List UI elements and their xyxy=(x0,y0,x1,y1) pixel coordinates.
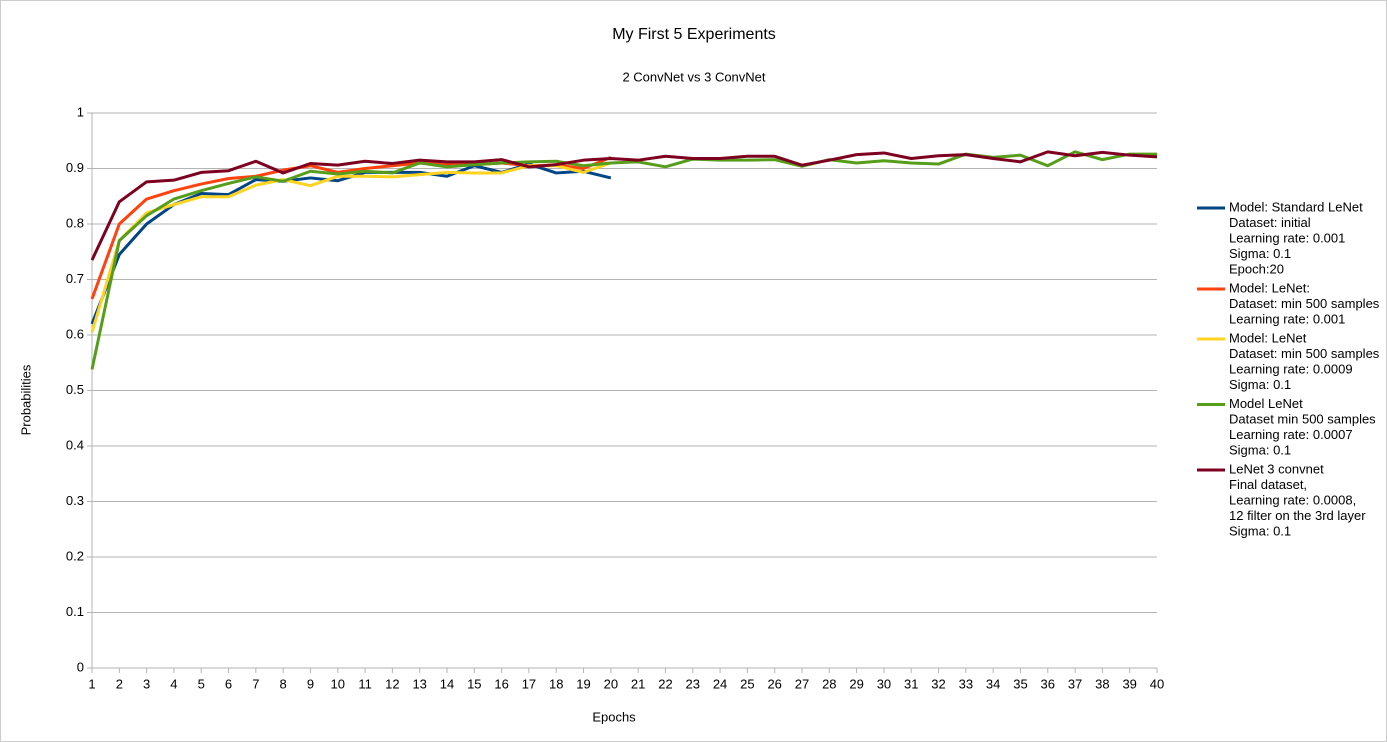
x-axis-label: Epochs xyxy=(592,709,636,724)
x-tick-label: 4 xyxy=(170,676,177,691)
legend-label: Final dataset, xyxy=(1229,477,1307,492)
legend-label: Dataset min 500 samples xyxy=(1229,411,1376,426)
x-tick-label: 12 xyxy=(385,676,399,691)
x-tick-label: 39 xyxy=(1122,676,1136,691)
legend-label: 12 filter on the 3rd layer xyxy=(1229,508,1366,523)
legend-label: Model: LeNet: xyxy=(1229,280,1310,295)
y-axis-label: Probabilities xyxy=(18,364,33,435)
legend-label: Model LeNet xyxy=(1229,396,1303,411)
series-line xyxy=(90,150,1158,261)
y-tick-label: 0.5 xyxy=(66,382,84,397)
legend-label: Sigma: 0.1 xyxy=(1229,246,1291,261)
legend-label: Sigma: 0.1 xyxy=(1229,377,1291,392)
legend-label: Model: LeNet xyxy=(1229,330,1307,345)
x-tick-label: 2 xyxy=(116,676,123,691)
x-tick-label: 31 xyxy=(904,676,918,691)
x-tick-label: 24 xyxy=(713,676,727,691)
x-tick-label: 22 xyxy=(658,676,672,691)
x-tick-label: 1 xyxy=(88,676,95,691)
legend-label: Learning rate: 0.0007 xyxy=(1229,427,1353,442)
x-tick-label: 7 xyxy=(252,676,259,691)
legend-label: Learning rate: 0.001 xyxy=(1229,230,1345,245)
x-tick-label: 14 xyxy=(440,676,454,691)
x-tick-label: 38 xyxy=(1095,676,1109,691)
series-line xyxy=(90,150,1157,370)
x-tick-label: 26 xyxy=(767,676,781,691)
x-tick-label: 23 xyxy=(686,676,700,691)
x-tick-label: 25 xyxy=(740,676,754,691)
series-line xyxy=(90,162,612,325)
legend-label: Model: Standard LeNet xyxy=(1229,199,1363,214)
x-tick-label: 15 xyxy=(467,676,481,691)
legend-label: Dataset: initial xyxy=(1229,215,1311,230)
y-tick-label: 0.1 xyxy=(66,604,84,619)
x-tick-label: 36 xyxy=(1041,676,1055,691)
x-tick-label: 21 xyxy=(631,676,645,691)
legend-label: LeNet 3 convnet xyxy=(1229,461,1324,476)
x-tick-label: 6 xyxy=(225,676,232,691)
x-tick-label: 32 xyxy=(931,676,945,691)
x-tick-label: 16 xyxy=(494,676,508,691)
y-tick-label: 0.2 xyxy=(66,548,84,563)
x-tick-label: 5 xyxy=(198,676,205,691)
legend-label: Learning rate: 0.001 xyxy=(1229,311,1345,326)
x-tick-label: 9 xyxy=(307,676,314,691)
legend-label: Dataset: min 500 samples xyxy=(1229,346,1380,361)
y-tick-label: 0.4 xyxy=(66,437,84,452)
chart-title: My First 5 Experiments xyxy=(612,26,776,43)
x-tick-label: 10 xyxy=(331,676,345,691)
x-tick-label: 27 xyxy=(795,676,809,691)
legend-label: Epoch:20 xyxy=(1229,261,1284,276)
x-tick-label: 17 xyxy=(522,676,536,691)
x-tick-label: 3 xyxy=(143,676,150,691)
y-tick-label: 0.8 xyxy=(66,215,84,230)
series-line xyxy=(90,161,612,333)
x-tick-label: 37 xyxy=(1068,676,1082,691)
x-tick-label: 20 xyxy=(604,676,618,691)
x-tick-label: 28 xyxy=(822,676,836,691)
chart-subtitle: 2 ConvNet vs 3 ConvNet xyxy=(622,69,765,84)
x-tick-label: 13 xyxy=(412,676,426,691)
x-tick-label: 11 xyxy=(358,676,372,691)
y-tick-label: 0.9 xyxy=(66,160,84,175)
legend-label: Learning rate: 0.0008, xyxy=(1229,492,1356,507)
legend-label: Sigma: 0.1 xyxy=(1229,523,1291,538)
x-tick-label: 40 xyxy=(1150,676,1164,691)
y-tick-label: 0.7 xyxy=(66,271,84,286)
x-tick-label: 33 xyxy=(959,676,973,691)
series-line xyxy=(90,156,612,300)
legend-label: Learning rate: 0.0009 xyxy=(1229,361,1353,376)
y-tick-label: 1 xyxy=(77,104,84,119)
y-tick-label: 0.6 xyxy=(66,326,84,341)
x-tick-label: 34 xyxy=(986,676,1000,691)
x-tick-label: 18 xyxy=(549,676,563,691)
x-tick-label: 35 xyxy=(1013,676,1027,691)
x-tick-label: 29 xyxy=(849,676,863,691)
y-tick-label: 0.3 xyxy=(66,493,84,508)
x-tick-label: 8 xyxy=(280,676,287,691)
x-tick-label: 19 xyxy=(576,676,590,691)
y-tick-label: 0 xyxy=(77,659,84,674)
x-tick-label: 30 xyxy=(877,676,891,691)
legend-label: Sigma: 0.1 xyxy=(1229,442,1291,457)
legend-label: Dataset: min 500 samples xyxy=(1229,296,1380,311)
